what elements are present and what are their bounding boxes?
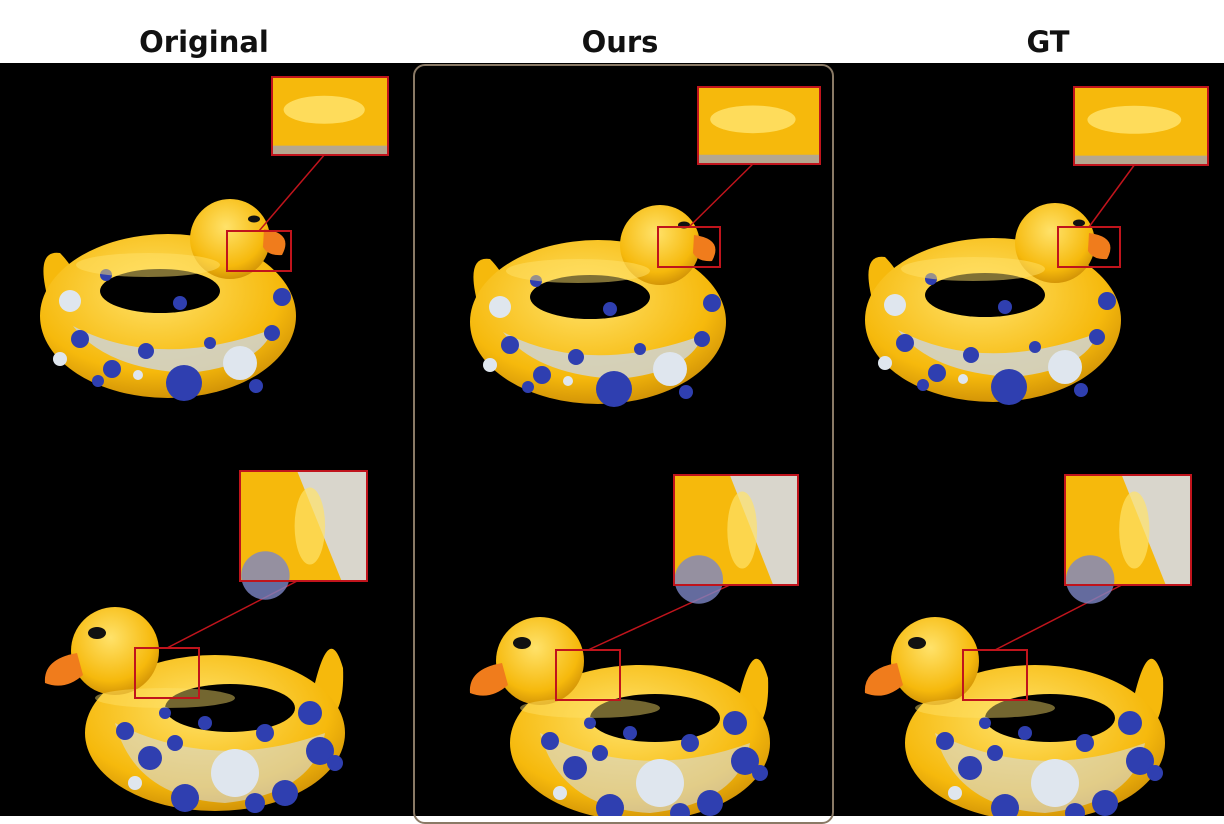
panel-gt (838, 63, 1224, 816)
zoom-region-box (226, 230, 292, 272)
zoom-connector (258, 154, 325, 232)
panel-ours (410, 63, 838, 816)
zoom-inset (271, 76, 389, 156)
zoom-connector (1088, 164, 1135, 228)
zoom-region-box (657, 226, 721, 268)
zoom-inset (673, 474, 799, 604)
zoom-inset (239, 470, 368, 600)
zoom-region-box (962, 649, 1028, 701)
zoom-region-box (1057, 226, 1121, 268)
duck-side-view (469, 617, 770, 816)
zoom-region-box (555, 649, 621, 701)
title-gt: GT (1026, 25, 1070, 59)
duck-top-view (40, 199, 296, 401)
zoom-inset (1064, 474, 1192, 604)
title-ours: Ours (581, 25, 659, 59)
duck-top-view (865, 203, 1121, 405)
duck-side-view (864, 617, 1165, 816)
zoom-connector (688, 163, 754, 228)
title-original: Original (139, 25, 269, 59)
zoom-inset (1073, 86, 1209, 166)
duck-top-view (470, 205, 726, 407)
zoom-inset (697, 86, 821, 165)
zoom-region-box (134, 647, 200, 699)
panel-original (0, 63, 410, 816)
